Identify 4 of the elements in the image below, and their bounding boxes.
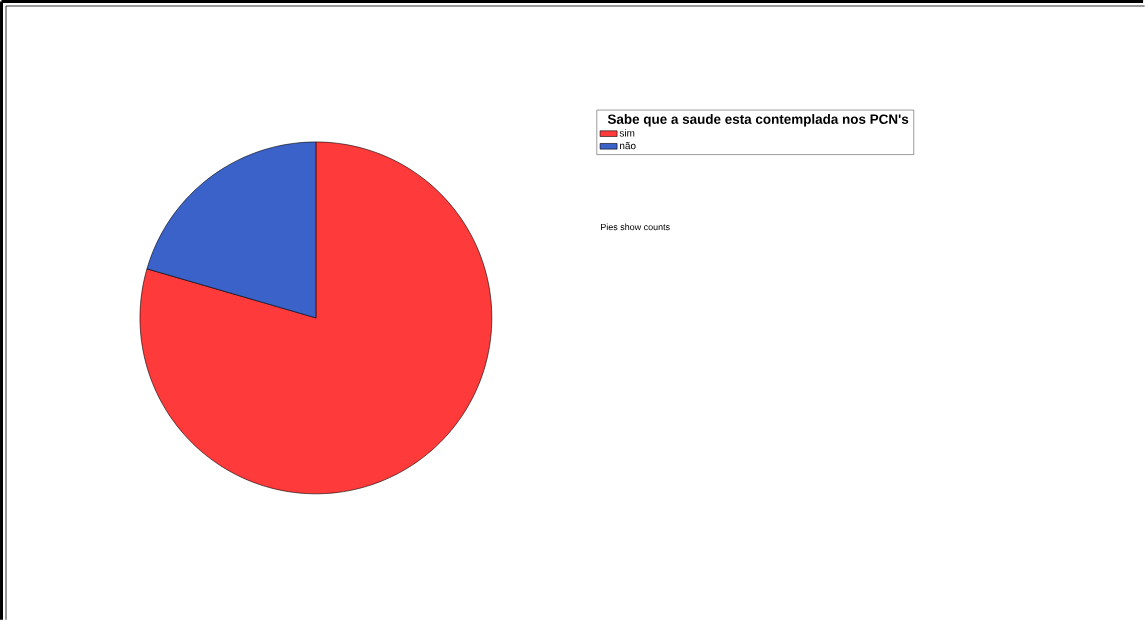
legend-label: não — [620, 141, 636, 150]
text: Pies show counts — [601, 223, 670, 231]
legend-title: Sabe que a saude esta contemplada nos PCN's — [607, 113, 909, 127]
legend-label: sim — [619, 129, 635, 137]
